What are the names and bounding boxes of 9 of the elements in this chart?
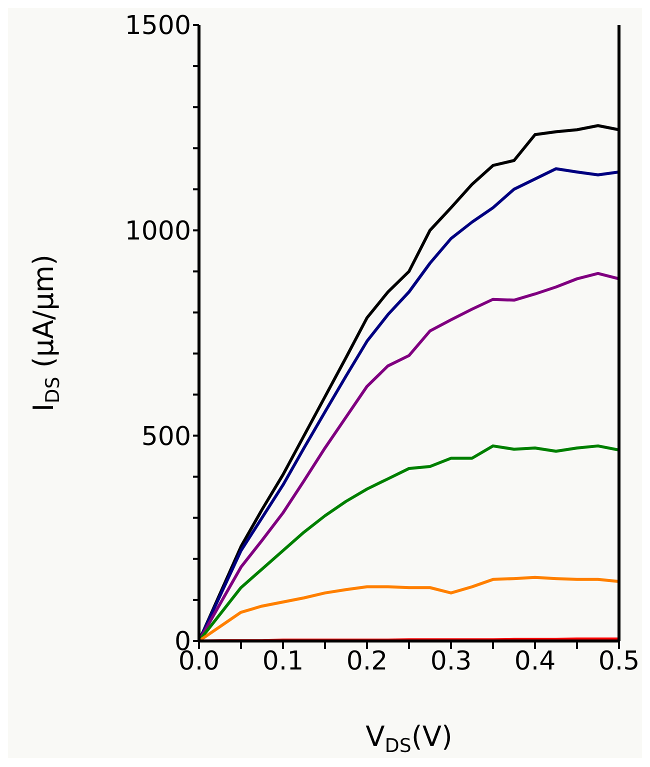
y-tick-label: 1500 xyxy=(124,11,191,42)
y-tick-label: 500 xyxy=(141,422,191,452)
x-tick-label: 0.1 xyxy=(262,646,304,676)
y-tick-label: 1000 xyxy=(124,216,191,247)
x-tick-label: 0.5 xyxy=(598,646,640,676)
x-tick-label: 0.3 xyxy=(430,646,472,676)
x-tick-label: 0.2 xyxy=(346,646,388,676)
x-axis-title: V$_{DS}$(V) xyxy=(366,720,452,757)
x-tick-label: 0.4 xyxy=(514,646,556,676)
